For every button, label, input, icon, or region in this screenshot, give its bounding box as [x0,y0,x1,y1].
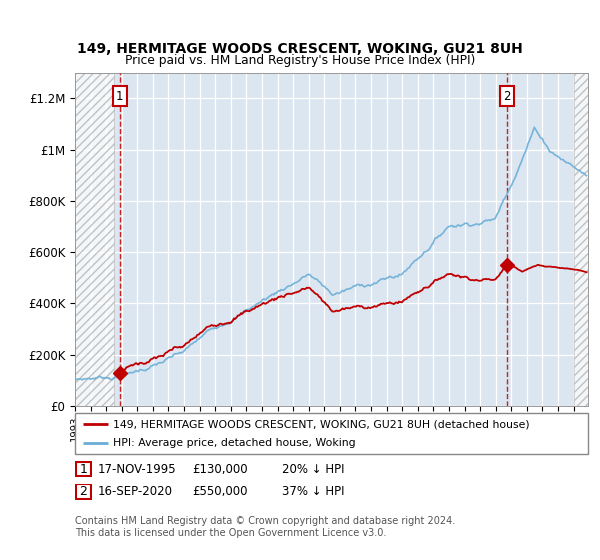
FancyBboxPatch shape [76,484,91,499]
Text: 17-NOV-1995: 17-NOV-1995 [97,463,176,476]
Text: 20% ↓ HPI: 20% ↓ HPI [282,463,344,476]
Text: 16-SEP-2020: 16-SEP-2020 [97,485,172,498]
Text: 149, HERMITAGE WOODS CRESCENT, WOKING, GU21 8UH: 149, HERMITAGE WOODS CRESCENT, WOKING, G… [77,42,523,56]
Text: £130,000: £130,000 [192,463,248,476]
Text: 2: 2 [79,485,88,498]
FancyBboxPatch shape [75,413,588,454]
Text: This data is licensed under the Open Government Licence v3.0.: This data is licensed under the Open Gov… [75,528,386,538]
Text: Price paid vs. HM Land Registry's House Price Index (HPI): Price paid vs. HM Land Registry's House … [125,54,475,67]
Text: £550,000: £550,000 [192,485,248,498]
Text: 2: 2 [503,90,511,102]
Bar [75,73,114,406]
Bar [574,73,588,406]
Text: 37% ↓ HPI: 37% ↓ HPI [282,485,344,498]
Text: 1: 1 [116,90,124,102]
Text: HPI: Average price, detached house, Woking: HPI: Average price, detached house, Woki… [113,438,356,447]
Text: Contains HM Land Registry data © Crown copyright and database right 2024.: Contains HM Land Registry data © Crown c… [75,516,455,526]
Text: 149, HERMITAGE WOODS CRESCENT, WOKING, GU21 8UH (detached house): 149, HERMITAGE WOODS CRESCENT, WOKING, G… [113,419,530,429]
Text: 1: 1 [79,463,88,476]
FancyBboxPatch shape [76,462,91,477]
